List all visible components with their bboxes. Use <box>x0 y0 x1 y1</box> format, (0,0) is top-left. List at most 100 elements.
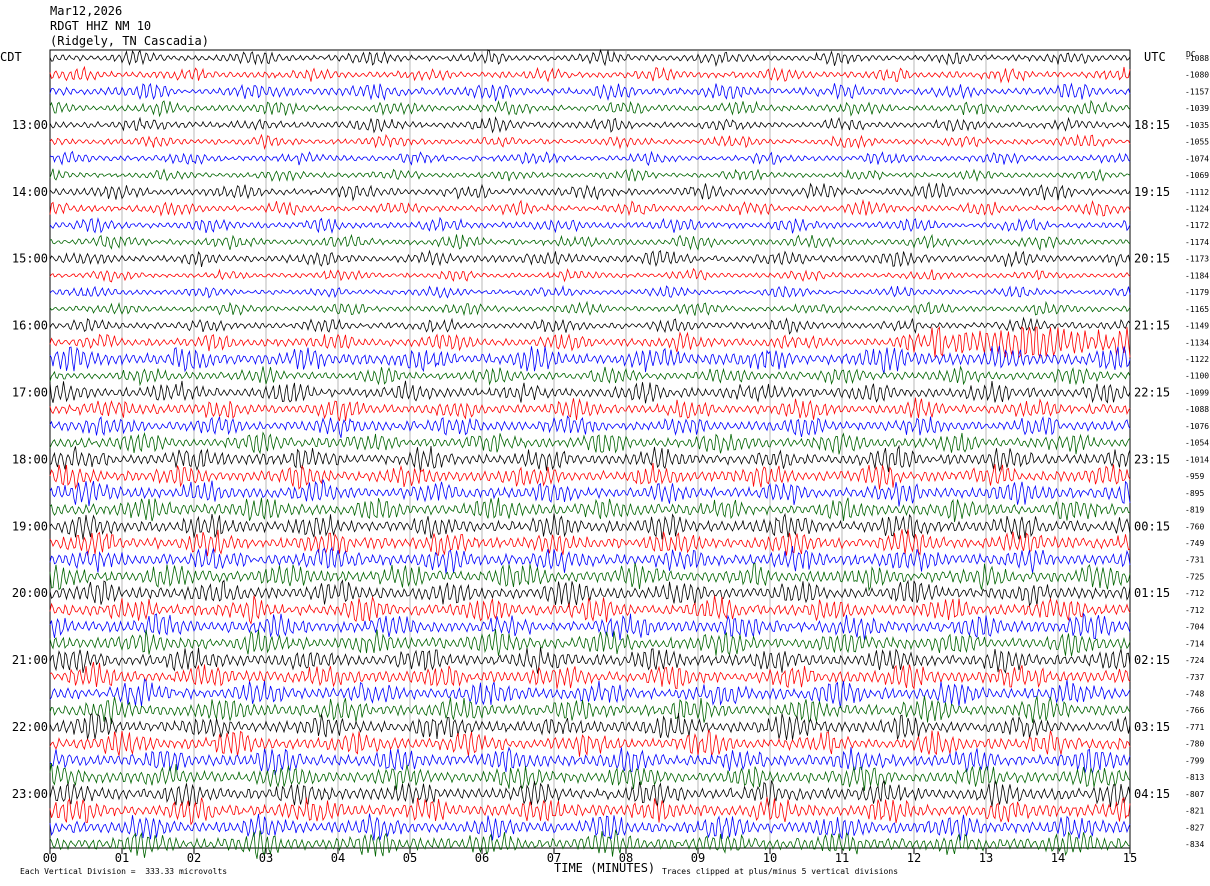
dc-offset-label: -1184 <box>1185 271 1209 280</box>
seismic-trace <box>49 828 1131 859</box>
dc-offset-label: -1165 <box>1185 305 1209 314</box>
seismic-trace <box>49 562 1131 592</box>
dc-offset-label: -834 <box>1185 840 1204 849</box>
dc-offset-label: -731 <box>1185 556 1204 565</box>
cdt-hour-label: 14:00 <box>12 185 48 199</box>
seismic-trace <box>49 528 1131 557</box>
header-station: RDGT HHZ NM 10 <box>50 19 152 33</box>
x-tick-label: 01 <box>115 851 129 865</box>
x-tick-label: 13 <box>979 851 993 865</box>
plot-frame <box>49 49 1131 849</box>
utc-hour-label: 23:15 <box>1134 452 1170 466</box>
cdt-hour-label: 13:00 <box>12 118 48 132</box>
x-tick-label: 14 <box>1051 851 1065 865</box>
seismic-trace <box>49 233 1131 251</box>
dc-offset-label: -1076 <box>1185 422 1209 431</box>
x-tick-label: 11 <box>835 851 849 865</box>
seismic-trace <box>49 267 1131 283</box>
dc-offset-label: -1055 <box>1185 138 1209 147</box>
utc-hour-label: 20:15 <box>1134 252 1170 266</box>
header-location: (Ridgely, TN Cascadia) <box>50 34 209 48</box>
dc-label: DC <box>1186 50 1196 59</box>
utc-hour-label: 04:15 <box>1134 787 1170 801</box>
dc-offset-label: -1172 <box>1185 221 1209 230</box>
seismic-trace <box>49 729 1131 757</box>
seismic-trace <box>49 545 1131 574</box>
x-tick-label: 07 <box>547 851 561 865</box>
seismic-trace <box>49 695 1131 725</box>
x-axis-title: TIME (MINUTES) <box>554 861 656 875</box>
dc-offset-label: -1134 <box>1185 338 1209 347</box>
dc-offset-label: -1074 <box>1185 154 1209 163</box>
cdt-hour-label: 16:00 <box>12 319 48 333</box>
cdt-label: CDT <box>0 50 22 64</box>
seismic-trace <box>49 628 1131 657</box>
cdt-hour-label: 17:00 <box>12 385 48 399</box>
seismic-trace <box>49 133 1131 151</box>
header-date: Mar12,2026 <box>50 4 123 18</box>
footer-clip: Traces clipped at plus/minus 5 vertical … <box>662 867 899 876</box>
seismic-trace <box>49 65 1131 84</box>
dc-offset-label: -712 <box>1185 589 1204 598</box>
seismic-trace <box>49 182 1131 202</box>
seismic-trace <box>49 168 1131 183</box>
utc-hour-label: 02:15 <box>1134 653 1170 667</box>
cdt-hour-label: 18:00 <box>12 452 48 466</box>
x-tick-label: 04 <box>331 851 345 865</box>
seismic-trace <box>49 444 1131 473</box>
utc-hour-label: 22:15 <box>1134 385 1170 399</box>
x-tick-label: 10 <box>763 851 777 865</box>
dc-offset-label: -959 <box>1185 472 1204 481</box>
seismic-trace <box>49 199 1131 217</box>
seismic-trace <box>49 746 1131 775</box>
dc-offset-label: -1174 <box>1185 238 1209 247</box>
utc-hour-label: 00:15 <box>1134 519 1170 533</box>
x-tick-label: 12 <box>907 851 921 865</box>
seismic-trace <box>49 116 1131 134</box>
seismic-trace <box>49 150 1131 167</box>
cdt-hour-label: 22:00 <box>12 720 48 734</box>
dc-offset-label: -1122 <box>1185 355 1209 364</box>
footer-scale: Each Vertical Division = 333.33 microvol… <box>20 867 228 876</box>
dc-offset-label: -712 <box>1185 606 1204 615</box>
seismic-trace <box>49 316 1131 335</box>
dc-offset-label: -724 <box>1185 656 1204 665</box>
seismic-trace <box>49 595 1131 625</box>
seismic-trace <box>49 813 1131 841</box>
dc-offset-label: -1124 <box>1185 205 1209 214</box>
seismic-trace <box>49 216 1131 234</box>
seismic-trace <box>49 431 1131 455</box>
dc-offset-label: -1088 <box>1185 54 1209 63</box>
x-tick-label: 15 <box>1123 851 1137 865</box>
seismic-trace <box>49 345 1131 375</box>
utc-hour-label: 01:15 <box>1134 586 1170 600</box>
dc-offset-label: -1014 <box>1185 455 1209 464</box>
dc-offset-label: -704 <box>1185 623 1204 632</box>
dc-offset-label: -1054 <box>1185 439 1209 448</box>
seismic-trace <box>49 397 1131 422</box>
seismic-trace <box>49 365 1131 387</box>
dc-offset-label: -1179 <box>1185 288 1209 297</box>
cdt-hour-label: 19:00 <box>12 519 48 533</box>
dc-offset-label: -737 <box>1185 673 1204 682</box>
dc-offset-label: -799 <box>1185 756 1204 765</box>
dc-offset-label: -760 <box>1185 522 1204 531</box>
x-tick-label: 06 <box>475 851 489 865</box>
cdt-hour-label: 21:00 <box>12 653 48 667</box>
dc-offset-label: -714 <box>1185 639 1204 648</box>
seismic-trace <box>49 797 1131 826</box>
dc-offset-label: -1100 <box>1185 372 1209 381</box>
dc-offset-label: -1149 <box>1185 322 1209 331</box>
seismic-trace <box>49 479 1131 507</box>
dc-offset-label: -813 <box>1185 773 1204 782</box>
seismic-trace <box>49 284 1131 299</box>
utc-hour-label: 18:15 <box>1134 118 1170 132</box>
seismic-trace <box>49 300 1131 317</box>
x-tick-label: 09 <box>691 851 705 865</box>
utc-hour-label: 03:15 <box>1134 720 1170 734</box>
dc-offset-label: -1088 <box>1185 405 1209 414</box>
seismic-trace <box>49 48 1131 67</box>
dc-offset-label: -1069 <box>1185 171 1209 180</box>
utc-label: UTC <box>1144 50 1166 64</box>
